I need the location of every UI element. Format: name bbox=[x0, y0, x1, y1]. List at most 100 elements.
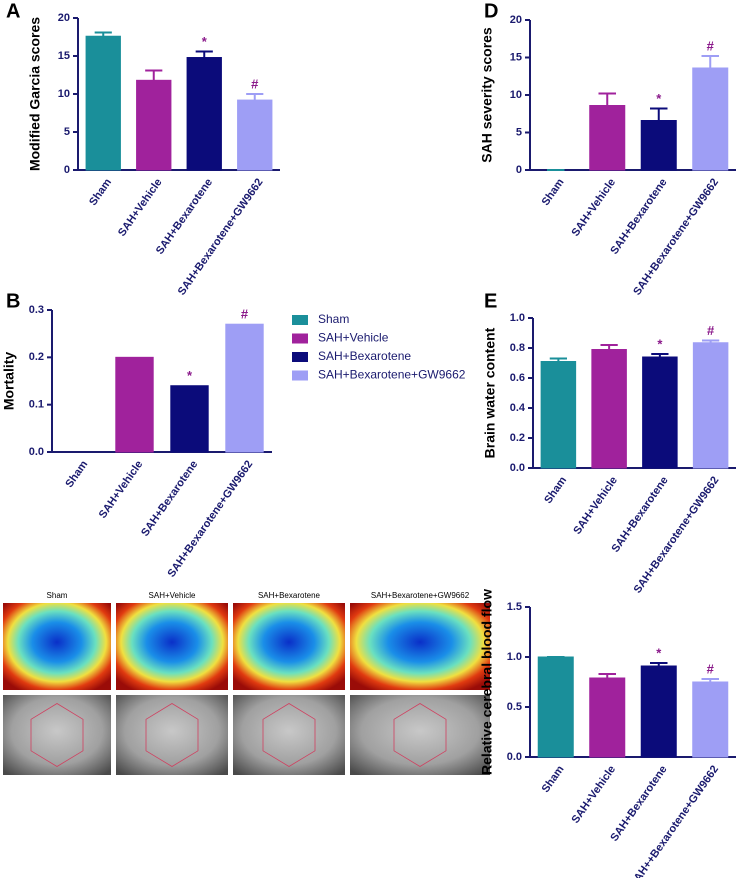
y-tick-label: 0.4 bbox=[510, 402, 526, 414]
y-tick-label: 20 bbox=[510, 14, 522, 26]
x-tick-label: SAH+Bexarotene bbox=[608, 764, 669, 844]
y-axis-title: Mortality bbox=[1, 352, 17, 411]
bar bbox=[640, 120, 677, 171]
panel-letter: E bbox=[484, 290, 497, 312]
y-tick-label: 0.0 bbox=[507, 751, 522, 763]
chart: Relative cerebral blood flow 0.0 0.5 1.0 1.5… bbox=[479, 589, 736, 878]
significance-marker: # bbox=[241, 307, 249, 322]
bar bbox=[692, 67, 729, 171]
y-tick-label: 0.2 bbox=[510, 432, 525, 444]
y-tick-label: 10 bbox=[58, 88, 70, 100]
y-tick-label: 15 bbox=[58, 50, 70, 62]
significance-marker: # bbox=[707, 661, 715, 676]
legend-swatch bbox=[292, 333, 308, 344]
panel-c: C ShamSAH+VehicleSAH+BexaroteneSAH+Bexar… bbox=[3, 591, 490, 775]
bar bbox=[136, 79, 172, 171]
flow-map bbox=[350, 603, 490, 690]
y-tick-label: 0.0 bbox=[510, 462, 525, 474]
panel-letter: A bbox=[6, 0, 20, 22]
y-tick-label: 0.3 bbox=[29, 304, 44, 316]
x-tick-label: Sham bbox=[542, 474, 569, 506]
x-tick-label: Sham bbox=[63, 458, 90, 490]
image-title: SAH+Vehicle bbox=[149, 591, 196, 600]
photo bbox=[233, 695, 345, 775]
y-tick-label: 0 bbox=[516, 164, 522, 176]
bar bbox=[225, 323, 264, 453]
chart: A Modified Garcia scores 0 5 10 15 20 Sham SAH+V… bbox=[6, 0, 280, 298]
x-tick-label: SAH+Vehicle bbox=[116, 177, 165, 239]
significance-marker: * bbox=[187, 368, 193, 383]
x-tick-label: Sham bbox=[87, 176, 114, 208]
significance-marker: * bbox=[656, 645, 662, 660]
chart: D SAH severity scores 0 5 10 15 20 Sham SAH+Vehi… bbox=[479, 0, 736, 298]
x-tick-label: SAH+Bexarotene+GW9662 bbox=[631, 177, 721, 298]
legend-label: SAH+Bexarotene+GW9662 bbox=[318, 368, 466, 382]
panel-letter: B bbox=[6, 290, 20, 312]
legend-swatch bbox=[292, 370, 308, 381]
x-tick-label: SAH+Bexarotene+GW9662 bbox=[176, 177, 266, 298]
y-tick-label: 0 bbox=[64, 164, 70, 176]
legend-label: SAH+Vehicle bbox=[318, 331, 389, 345]
y-axis-title: Brain water content bbox=[482, 327, 498, 458]
bar bbox=[591, 349, 627, 469]
x-tick-label: SAH+Vehicle bbox=[569, 177, 618, 239]
flow-map bbox=[3, 603, 111, 690]
roi-outline bbox=[393, 703, 447, 767]
y-tick-label: 0.2 bbox=[29, 351, 44, 363]
bar bbox=[237, 99, 273, 171]
x-tick-label: SAH+Bexarotene bbox=[608, 177, 669, 257]
bar bbox=[186, 57, 222, 171]
roi-outline bbox=[30, 703, 84, 767]
x-tick-label: SAH+Bexarotene bbox=[139, 459, 200, 539]
photo bbox=[116, 695, 228, 775]
roi-outline bbox=[262, 703, 316, 767]
chart: B Mortality 0.0 0.1 0.2 0.3 Sham SAH+VehicleSAH… bbox=[1, 290, 272, 580]
legend-label: Sham bbox=[318, 312, 349, 326]
y-tick-label: 1.0 bbox=[507, 651, 522, 663]
roi-outline bbox=[145, 703, 199, 767]
significance-marker: * bbox=[657, 336, 663, 351]
y-tick-label: 10 bbox=[510, 89, 522, 101]
y-tick-label: 0.0 bbox=[29, 446, 44, 458]
y-tick-label: 0.6 bbox=[510, 372, 525, 384]
bar bbox=[540, 361, 577, 469]
x-tick-label: SAH+Bexarotene bbox=[154, 177, 215, 257]
y-tick-label: 0.5 bbox=[507, 701, 522, 713]
y-axis-title: SAH severity scores bbox=[479, 27, 495, 163]
photo bbox=[350, 695, 490, 775]
panel-letter: D bbox=[484, 0, 498, 22]
significance-marker: * bbox=[202, 34, 208, 49]
x-tick-label: SAH+Vehicle bbox=[571, 475, 620, 537]
bar bbox=[170, 385, 209, 453]
y-tick-label: 1.5 bbox=[507, 601, 522, 613]
legend-swatch bbox=[292, 315, 308, 325]
flow-map bbox=[116, 603, 228, 690]
significance-marker: * bbox=[656, 91, 662, 106]
x-tick-label: SAH++Bexarotene+GW9662 bbox=[628, 764, 721, 878]
bar bbox=[692, 342, 729, 469]
legend-swatch bbox=[292, 352, 308, 362]
y-tick-label: 5 bbox=[516, 126, 522, 138]
y-tick-label: 15 bbox=[510, 51, 522, 63]
bar bbox=[640, 665, 677, 758]
x-tick-label: SAH+Vehicle bbox=[569, 764, 618, 826]
bar bbox=[642, 356, 678, 469]
significance-marker: # bbox=[251, 76, 259, 91]
bar bbox=[537, 656, 574, 758]
y-tick-label: 20 bbox=[58, 12, 70, 24]
legend-label: SAH+Bexarotene bbox=[318, 349, 411, 363]
image-title: Sham bbox=[47, 591, 68, 600]
y-tick-label: 0.1 bbox=[29, 399, 44, 411]
flow-map bbox=[233, 603, 345, 690]
x-tick-label: SAH+Bexarotene bbox=[610, 475, 671, 555]
x-tick-label: Sham bbox=[540, 176, 567, 208]
image-title: SAH+Bexarotene+GW9662 bbox=[371, 591, 470, 600]
photo bbox=[3, 695, 111, 775]
bar bbox=[589, 677, 626, 758]
y-tick-label: 5 bbox=[64, 126, 70, 138]
bar bbox=[692, 681, 729, 758]
x-tick-label: SAH+Vehicle bbox=[97, 459, 146, 521]
x-tick-label: SAH+Bexarotene+GW9662 bbox=[632, 475, 722, 596]
significance-marker: # bbox=[707, 38, 715, 53]
